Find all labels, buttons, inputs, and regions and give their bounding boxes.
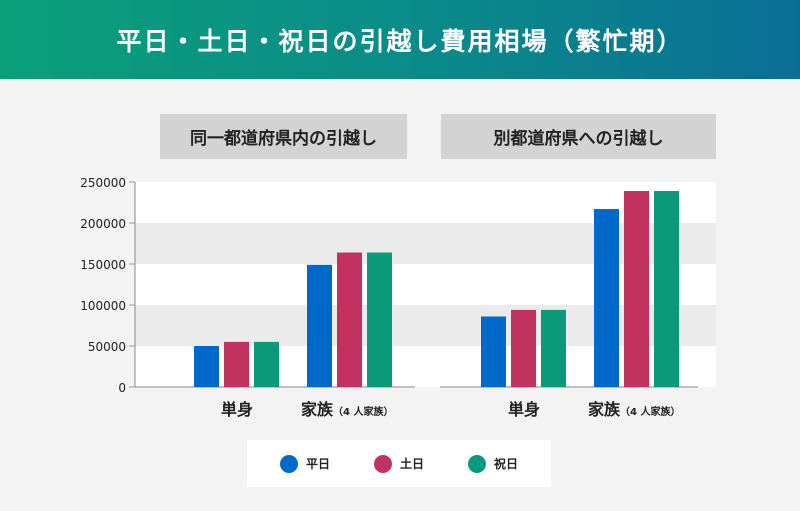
- bar-weekday: [194, 346, 219, 387]
- grid-band: [135, 223, 716, 264]
- category-label-family-2: 家族（4 人家族）: [588, 400, 681, 419]
- bar-weekend: [337, 252, 362, 387]
- y-tick-label: 250000: [80, 176, 126, 190]
- y-tick-label: 100000: [80, 299, 126, 313]
- y-tick-label: 150000: [80, 258, 126, 272]
- legend-swatch-holiday: [468, 454, 486, 473]
- group-label-same-prefecture: 同一都道府県内の引越し: [160, 114, 407, 159]
- category-label-single-1: 単身: [221, 400, 254, 419]
- grid-band: [135, 305, 716, 346]
- category-label-family-1: 家族（4 人家族）: [301, 400, 394, 419]
- bar-holiday: [254, 341, 279, 387]
- bar-holiday: [367, 252, 392, 387]
- y-tick-label: 0: [118, 381, 126, 395]
- legend-item-weekday: 平日: [279, 454, 330, 473]
- y-tick-label: 50000: [88, 340, 126, 354]
- legend-item-weekend: 土日: [373, 454, 424, 473]
- bar-holiday: [541, 309, 566, 387]
- bar-weekend: [511, 309, 536, 387]
- bar-weekend: [224, 341, 249, 387]
- bar-weekday: [481, 316, 506, 387]
- bar-weekday: [307, 264, 332, 387]
- legend-swatch-weekday: [279, 454, 298, 473]
- bar-holiday: [654, 191, 679, 387]
- legend-item-holiday: 祝日: [468, 454, 519, 473]
- legend: 平日 土日 祝日: [247, 440, 551, 487]
- legend-label-weekend: 土日: [399, 457, 424, 471]
- chart-title: 平日・土日・祝日の引越し費用相場（繁忙期）: [116, 26, 684, 56]
- group-label-other-prefecture: 別都道府県への引越し: [441, 114, 716, 159]
- category-label-single-2: 単身: [508, 400, 541, 419]
- bar-weekend: [624, 191, 649, 387]
- legend-label-holiday: 祝日: [494, 457, 519, 471]
- title-banner: 平日・土日・祝日の引越し費用相場（繁忙期）: [0, 0, 800, 79]
- legend-swatch-weekend: [373, 454, 392, 473]
- bar-weekday: [594, 209, 619, 387]
- legend-label-weekday: 平日: [305, 457, 330, 471]
- y-tick-label: 200000: [80, 217, 126, 231]
